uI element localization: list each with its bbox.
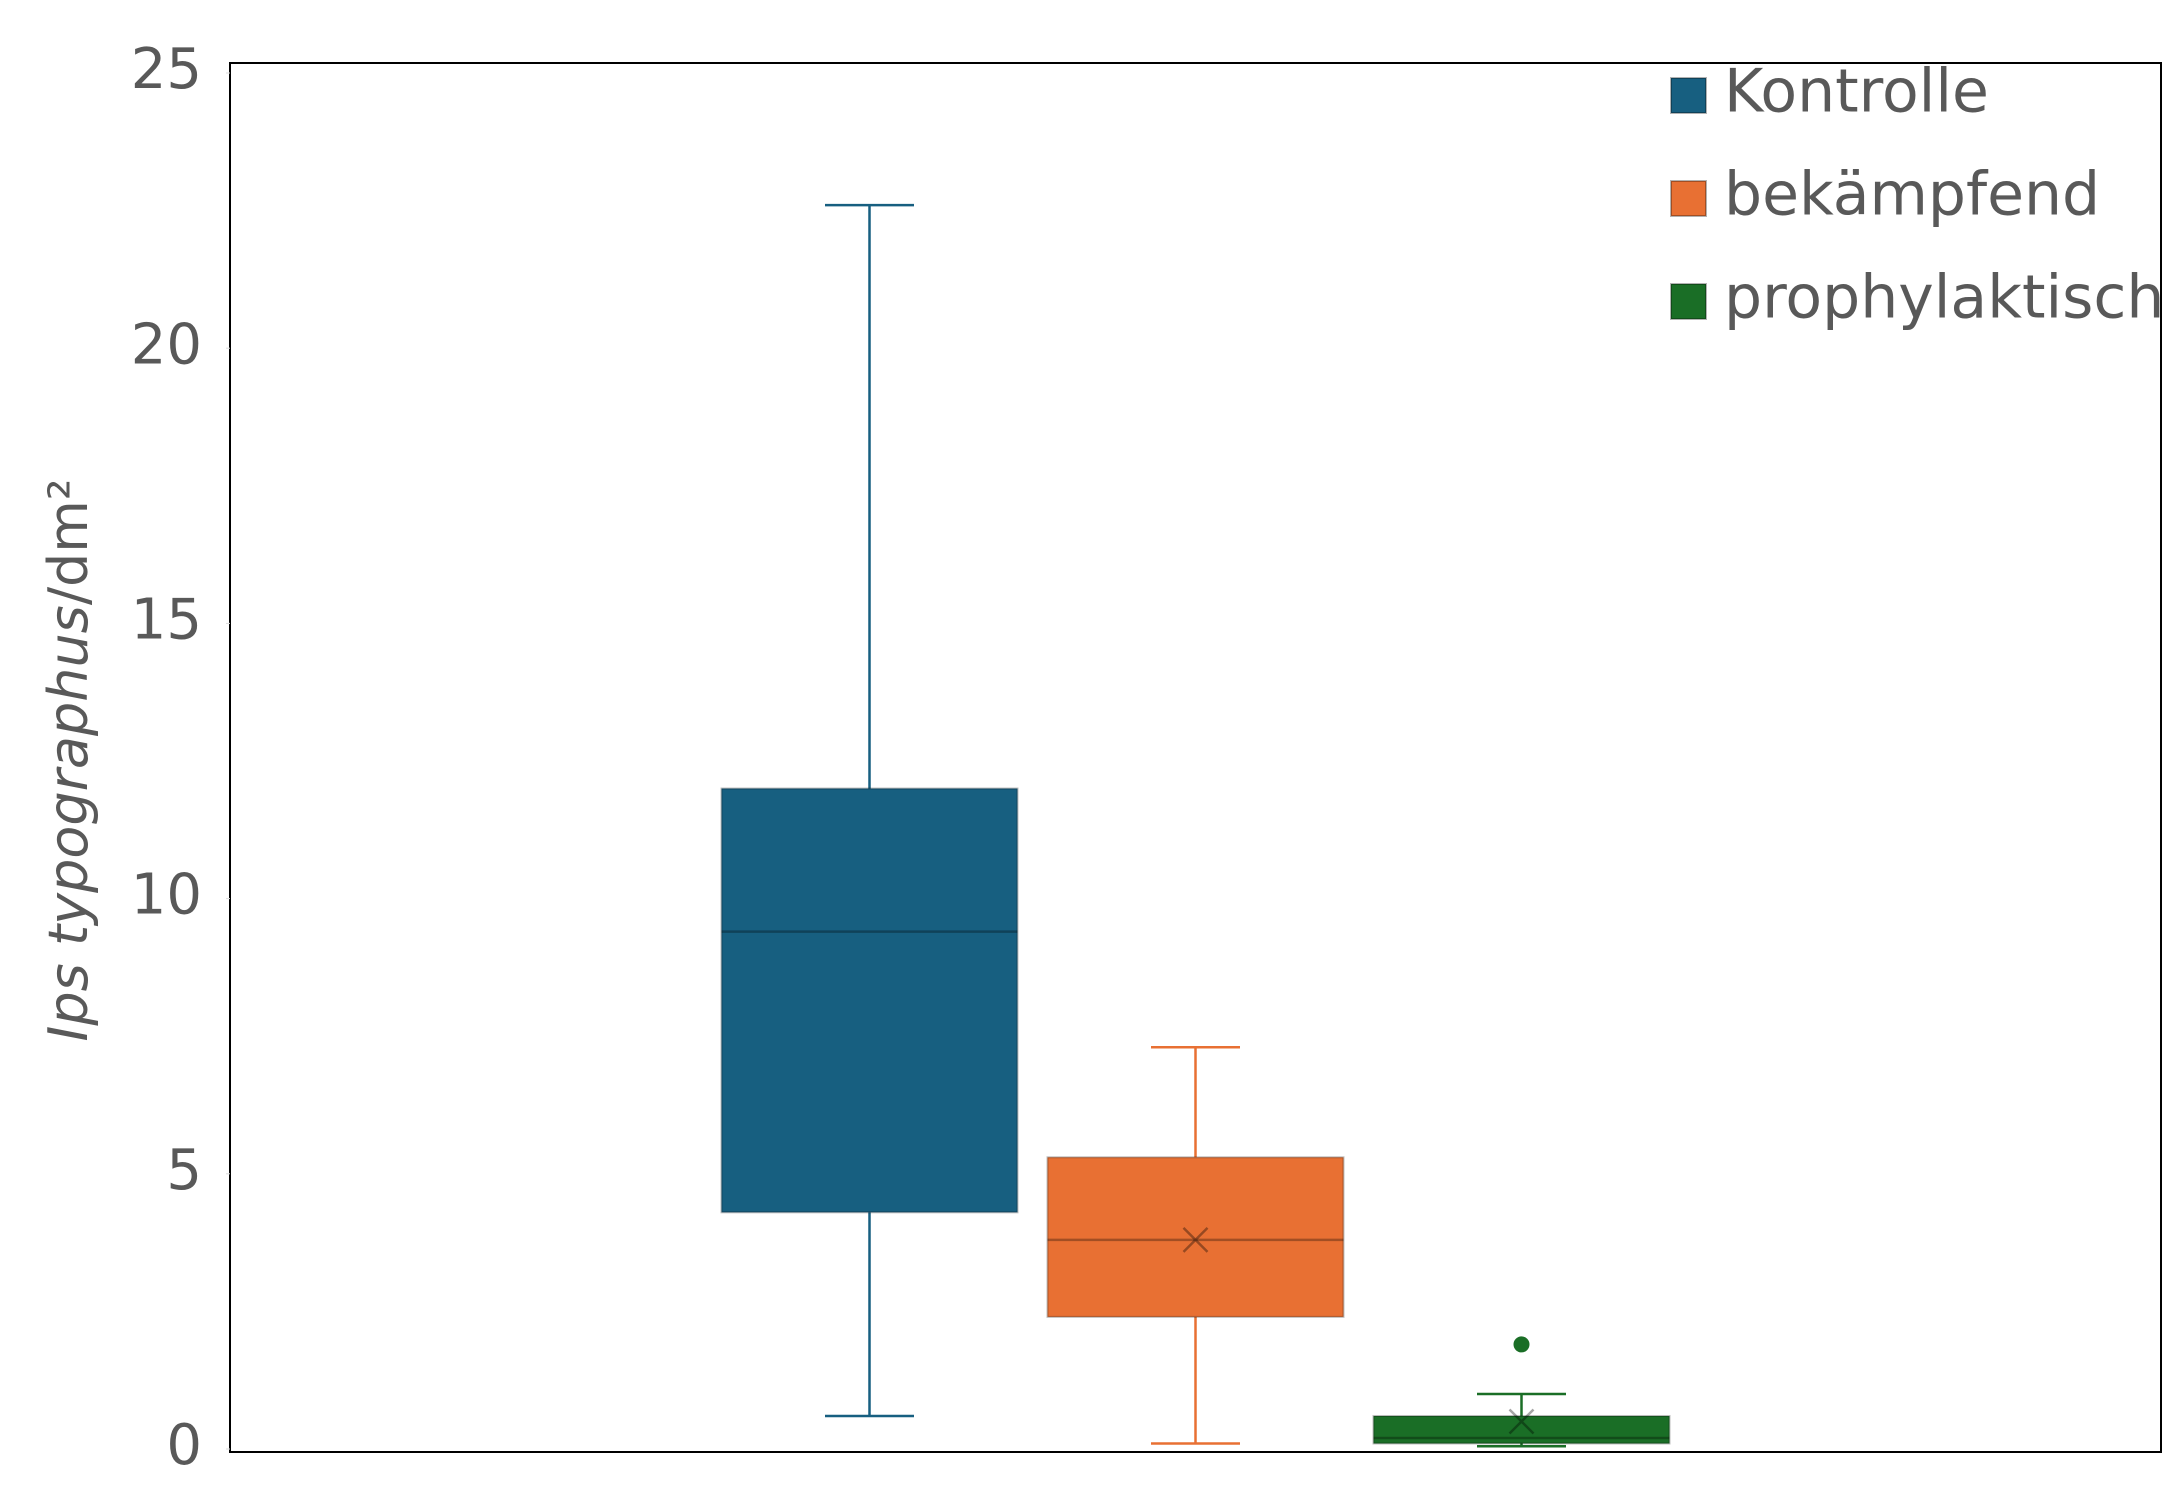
y-axis-label-italic: Ips typographus (37, 605, 100, 1041)
legend-label: Kontrolle (1724, 57, 1989, 127)
y-axis-label-unit: /dm² (37, 478, 100, 605)
y-tick-label: 20 (131, 312, 202, 377)
box (1046, 1156, 1345, 1318)
legend-label: bekämpfend (1724, 160, 2100, 230)
legend-label: prophylaktisch (1724, 263, 2164, 333)
box (720, 787, 1019, 1214)
box (1372, 1414, 1671, 1445)
legend-swatch (1670, 77, 1707, 114)
y-tick-label: 15 (131, 588, 202, 653)
y-tick-label: 0 (166, 1413, 202, 1478)
mean-marker (1182, 1226, 1209, 1253)
y-tick-label: 25 (131, 37, 202, 102)
outlier (1513, 1336, 1530, 1353)
y-tick-label: 5 (166, 1138, 202, 1203)
legend-swatch (1670, 283, 1707, 320)
y-tick-label: 10 (131, 863, 202, 928)
y-axis-label: Ips typographus/dm² (37, 478, 100, 1041)
mean-marker (1508, 1408, 1535, 1435)
plot-frame (229, 62, 2162, 1453)
legend-swatch (1670, 180, 1707, 217)
